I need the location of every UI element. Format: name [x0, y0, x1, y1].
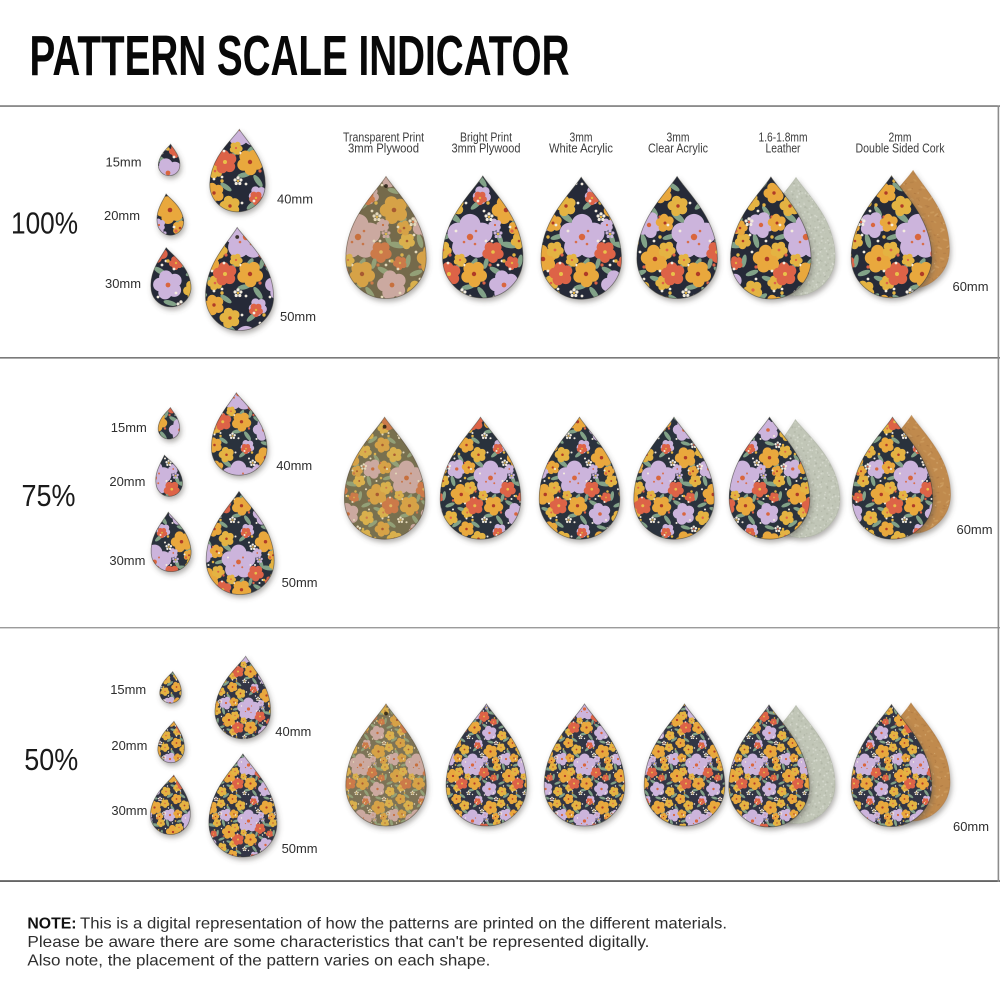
svg-text:This is a digital representati: This is a digital representation of how …	[80, 915, 727, 932]
svg-text:3mm Plywood: 3mm Plywood	[348, 142, 419, 156]
svg-text:30mm: 30mm	[105, 276, 141, 291]
svg-text:50mm: 50mm	[280, 309, 316, 324]
svg-text:Clear Acrylic: Clear Acrylic	[648, 142, 708, 156]
svg-text:Please be aware there are some: Please be aware there are some character…	[27, 934, 649, 951]
svg-text:20mm: 20mm	[111, 738, 147, 753]
svg-text:60mm: 60mm	[953, 819, 989, 834]
svg-text:40mm: 40mm	[275, 724, 311, 739]
svg-text:60mm: 60mm	[957, 522, 993, 537]
svg-text:50%: 50%	[24, 742, 78, 777]
svg-text:PATTERN SCALE INDICATOR: PATTERN SCALE INDICATOR	[30, 24, 570, 88]
svg-text:1.6-1.8mm: 1.6-1.8mm	[759, 130, 808, 144]
svg-text:40mm: 40mm	[276, 458, 312, 473]
svg-text:3mm: 3mm	[667, 130, 690, 144]
svg-text:Leather: Leather	[766, 142, 801, 156]
svg-text:NOTE:: NOTE:	[27, 915, 76, 932]
svg-text:100%: 100%	[11, 206, 78, 241]
svg-text:15mm: 15mm	[110, 682, 146, 697]
svg-text:15mm: 15mm	[106, 155, 142, 170]
svg-text:Also note, the placement of th: Also note, the placement of the pattern …	[27, 952, 490, 969]
svg-text:3mm Plywood: 3mm Plywood	[452, 142, 521, 156]
svg-text:30mm: 30mm	[109, 553, 145, 568]
svg-text:Double Sided Cork: Double Sided Cork	[856, 142, 946, 156]
svg-text:Bright Print: Bright Print	[460, 130, 512, 144]
svg-text:White Acrylic: White Acrylic	[549, 142, 613, 156]
svg-text:40mm: 40mm	[277, 192, 313, 207]
svg-text:50mm: 50mm	[282, 575, 318, 590]
svg-text:50mm: 50mm	[282, 841, 318, 856]
svg-text:30mm: 30mm	[111, 803, 147, 818]
svg-text:75%: 75%	[22, 478, 76, 513]
svg-text:60mm: 60mm	[953, 279, 989, 294]
svg-text:Transparent Print: Transparent Print	[343, 130, 424, 144]
svg-text:2mm: 2mm	[889, 130, 912, 144]
svg-text:3mm: 3mm	[570, 130, 593, 144]
svg-text:20mm: 20mm	[104, 208, 140, 223]
svg-text:20mm: 20mm	[109, 474, 145, 489]
svg-text:15mm: 15mm	[111, 420, 147, 435]
